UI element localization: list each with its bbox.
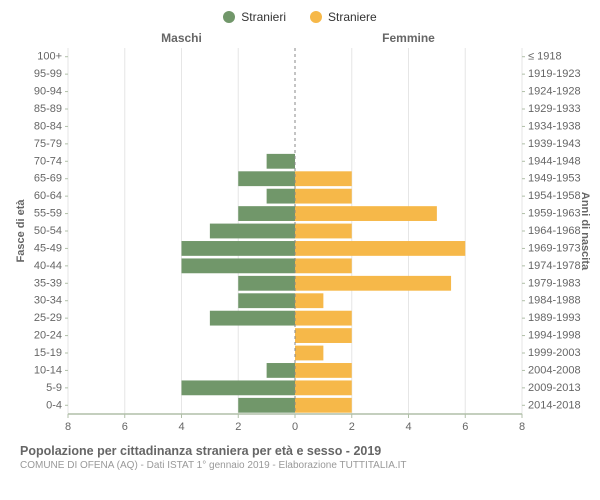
bar-female (295, 171, 352, 186)
ylabel-age: 5-9 (46, 382, 62, 394)
ylabel-birth: 1944-1948 (528, 155, 581, 167)
ylabel-birth: 1984-1988 (528, 295, 581, 307)
ylabel-birth: 1929-1933 (528, 103, 581, 115)
bar-female (295, 276, 451, 291)
ylabel-birth: 1954-1958 (528, 190, 581, 202)
bar-male (238, 398, 295, 413)
ylabel-age: 75-79 (34, 138, 62, 150)
pyramid-plot: Maschi Femmine 100+ ≤ 1918 95-99 1919-1923 90-… (10, 28, 590, 438)
bar-male (238, 206, 295, 221)
ylabel-birth: 1969-1973 (528, 242, 581, 254)
pyramid-svg: Maschi Femmine 100+ ≤ 1918 95-99 1919-1923 90-… (10, 28, 590, 438)
chart-footer: Popolazione per cittadinanza straniera p… (10, 438, 590, 481)
bar-male (238, 171, 295, 186)
bar-male (210, 224, 295, 239)
bar-female (295, 346, 323, 361)
xtick: 8 (65, 421, 71, 433)
ylabel-age: 50-54 (34, 225, 62, 237)
bar-female (295, 293, 323, 308)
ylabel-birth: 1974-1978 (528, 260, 581, 272)
legend-item-female: Straniere (310, 10, 377, 24)
bar-male (238, 276, 295, 291)
ylabel-age: 10-14 (34, 364, 62, 376)
bar-female (295, 224, 352, 239)
bar-male (182, 380, 296, 395)
bar-female (295, 206, 437, 221)
ylabel-birth: 1919-1923 (528, 68, 581, 80)
legend-label-male: Stranieri (241, 10, 286, 24)
xtick: 2 (235, 421, 241, 433)
bar-male (238, 293, 295, 308)
ylabel-age: 80-84 (34, 120, 62, 132)
xtick: 4 (405, 421, 411, 433)
bar-female (295, 311, 352, 326)
chart-container: Stranieri Straniere Maschi Femmine 100+ ≤ 1… (0, 0, 600, 500)
ylabel-age: 100+ (37, 51, 62, 63)
ylabel-age: 20-24 (34, 330, 62, 342)
legend: Stranieri Straniere (10, 10, 590, 24)
xtick: 2 (349, 421, 355, 433)
y-left-title: Fasce di età (15, 199, 27, 263)
ylabel-birth: 1924-1928 (528, 86, 581, 98)
bar-female (295, 380, 352, 395)
ylabel-age: 40-44 (34, 260, 62, 272)
ylabel-birth: 1989-1993 (528, 312, 581, 324)
header-left-label: Maschi (161, 31, 202, 45)
bar-male (182, 241, 296, 256)
ylabel-birth: ≤ 1918 (528, 51, 562, 63)
ylabel-age: 30-34 (34, 295, 62, 307)
xtick: 4 (178, 421, 184, 433)
bar-male (267, 363, 295, 378)
ylabel-age: 45-49 (34, 242, 62, 254)
ylabel-age: 85-89 (34, 103, 62, 115)
bar-male (182, 258, 296, 273)
ylabel-birth: 1934-1938 (528, 120, 581, 132)
bar-female (295, 241, 465, 256)
xtick: 6 (462, 421, 468, 433)
ylabel-age: 25-29 (34, 312, 62, 324)
ylabel-age: 90-94 (34, 86, 62, 98)
bar-female (295, 189, 352, 204)
chart-title: Popolazione per cittadinanza straniera p… (20, 444, 580, 458)
ylabel-birth: 1999-2003 (528, 347, 581, 359)
legend-item-male: Stranieri (223, 10, 286, 24)
bar-female (295, 258, 352, 273)
header-right-label: Femmine (382, 31, 435, 45)
ylabel-age: 55-59 (34, 208, 62, 220)
ylabel-birth: 1949-1953 (528, 173, 581, 185)
bar-female (295, 328, 352, 343)
chart-subtitle: COMUNE DI OFENA (AQ) - Dati ISTAT 1° gen… (20, 460, 580, 471)
ylabel-age: 60-64 (34, 190, 62, 202)
bar-female (295, 398, 352, 413)
bar-female (295, 363, 352, 378)
y-right-title: Anni di nascita (579, 192, 590, 271)
bar-male (267, 154, 295, 169)
legend-label-female: Straniere (328, 10, 377, 24)
bar-male (267, 189, 295, 204)
bar-male (210, 311, 295, 326)
ylabel-age: 65-69 (34, 173, 62, 185)
ylabel-age: 0-4 (46, 399, 62, 411)
ylabel-birth: 2004-2008 (528, 364, 581, 376)
xtick: 6 (122, 421, 128, 433)
ylabel-birth: 1964-1968 (528, 225, 581, 237)
xtick: 8 (519, 421, 525, 433)
ylabel-birth: 2009-2013 (528, 382, 581, 394)
ylabel-birth: 1994-1998 (528, 330, 581, 342)
ylabel-birth: 1979-1983 (528, 277, 581, 289)
legend-swatch-male (223, 11, 235, 23)
ylabel-age: 95-99 (34, 68, 62, 80)
ylabel-age: 15-19 (34, 347, 62, 359)
ylabel-birth: 2014-2018 (528, 399, 581, 411)
ylabel-birth: 1959-1963 (528, 208, 581, 220)
legend-swatch-female (310, 11, 322, 23)
ylabel-birth: 1939-1943 (528, 138, 581, 150)
xtick: 0 (292, 421, 298, 433)
ylabel-age: 70-74 (34, 155, 62, 167)
ylabel-age: 35-39 (34, 277, 62, 289)
